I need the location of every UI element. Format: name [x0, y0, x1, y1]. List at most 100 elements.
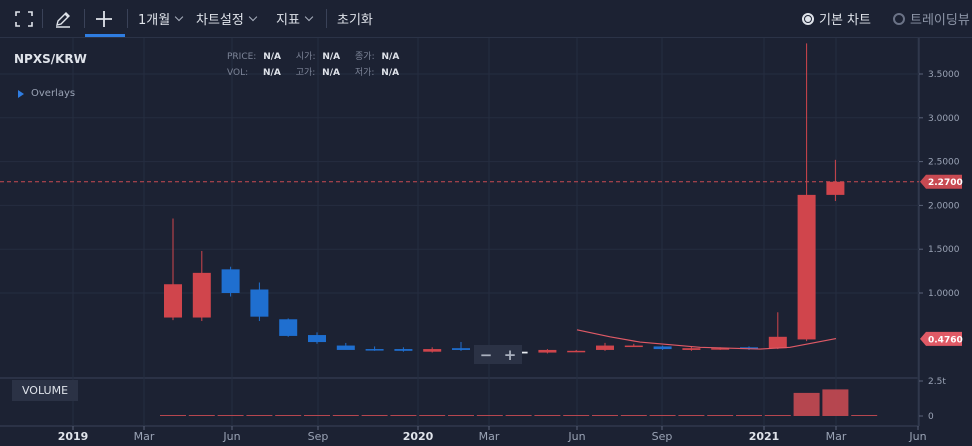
time-tick-label: Mar [134, 430, 155, 443]
candle-body [221, 269, 240, 293]
zoom-in-icon[interactable]: + [503, 345, 517, 364]
price-tick-label: 1.0000 [928, 289, 960, 299]
tradingview-radio[interactable]: 트레이딩뷰 [893, 0, 970, 37]
basic-chart-radio[interactable]: 기본 차트 [802, 0, 871, 37]
volume-bar [707, 415, 734, 416]
candle-body [768, 336, 787, 349]
radio-unselected-icon [893, 12, 905, 25]
crosshair-icon[interactable] [95, 0, 113, 37]
expand-triangle-icon [18, 89, 24, 98]
reset-label: 초기화 [337, 13, 373, 28]
low-value: N/A [381, 68, 400, 78]
candle-body [250, 289, 269, 317]
price-key: PRICE: [227, 52, 257, 62]
volume-bars [160, 389, 878, 416]
candle-body [567, 350, 586, 353]
low-key: 저가: [354, 68, 375, 78]
volume-bar [246, 415, 273, 416]
vol-key: VOL: [227, 68, 249, 78]
time-tick-label: 2019 [58, 430, 89, 443]
high-value: N/A [322, 68, 340, 78]
candle-body [452, 348, 470, 350]
zoom-out-icon[interactable]: − [479, 345, 493, 364]
candle-body [797, 194, 816, 340]
volume-bar [851, 415, 878, 416]
price-tick-label: 3.5000 [928, 70, 960, 80]
reset-button[interactable]: 초기화 [337, 0, 373, 37]
chart-settings-label: 차트설정 [196, 13, 244, 28]
volume-bar [822, 389, 849, 416]
fullscreen-icon[interactable] [15, 0, 33, 37]
radio-selected-icon [802, 12, 814, 25]
volume-bar [736, 415, 762, 416]
open-value: N/A [322, 52, 341, 62]
candle-body [538, 349, 557, 353]
tradingview-label: 트레이딩뷰 [910, 13, 970, 28]
chevron-down-icon [248, 12, 258, 21]
volume-bar [563, 415, 590, 416]
candle-body [336, 345, 355, 350]
volume-bar [620, 415, 647, 416]
volume-bar [419, 415, 446, 416]
candle-body [279, 319, 298, 336]
time-tick-label: Sep [652, 430, 673, 443]
pencil-icon[interactable] [54, 0, 72, 37]
volume-bar [188, 415, 215, 416]
volume-bar [160, 415, 186, 416]
high-key: 고가: [295, 68, 316, 78]
stats-row-2: VOL: N/A 고가: N/A 저가: N/A [227, 66, 399, 81]
moving-average [576, 329, 837, 350]
price-tick-label: 2.0000 [928, 201, 960, 211]
candle-body [423, 349, 442, 352]
time-tick-label: Jun [567, 430, 585, 443]
volume-bar [361, 415, 388, 416]
candle-body [682, 348, 701, 350]
chart-settings-dropdown[interactable]: 차트설정 [196, 0, 258, 37]
candle-body [164, 284, 182, 318]
candle-body [308, 335, 326, 343]
timeframe-label: 1개월 [138, 13, 171, 28]
volume-bar [217, 415, 244, 416]
current-price-tag-text: 2.2700 [928, 178, 963, 188]
timeframe-dropdown[interactable]: 1개월 [138, 0, 184, 37]
chart-grid [0, 38, 920, 427]
time-tick-label: Sep [308, 430, 329, 443]
volume-bar [534, 415, 561, 416]
overlays-label: Overlays [31, 88, 76, 99]
volume-label: VOLUME [12, 380, 78, 401]
time-tick-label: Jun [222, 430, 240, 443]
vol-value: N/A [263, 68, 281, 78]
volume-bar [793, 392, 820, 416]
candle-body [826, 181, 845, 195]
volume-bar [505, 415, 532, 416]
indicators-dropdown[interactable]: 지표 [276, 0, 314, 37]
candles [164, 43, 845, 355]
current-price-tag [920, 174, 962, 189]
volume-bar [390, 415, 417, 416]
candle-body [394, 349, 413, 351]
candle-body [192, 272, 211, 318]
zoom-controls: − + [474, 345, 522, 364]
overlays-toggle[interactable]: Overlays [18, 88, 75, 99]
chart-axes: 3.5000 3.0000 2.5000 2.0000 1.5000 1.0000 2.5t… [0, 70, 963, 443]
volume-bar [678, 415, 705, 416]
candle-body [624, 345, 643, 348]
time-tick-label: Jun [908, 430, 926, 443]
volume-bar [332, 415, 359, 416]
price-chart[interactable]: 3.5000 3.0000 2.5000 2.0000 1.5000 1.0000 2.5t… [0, 38, 972, 446]
stats-row-1: PRICE: N/A 시가: N/A 종가: N/A [227, 50, 399, 65]
chevron-down-icon [304, 12, 314, 21]
ma-price-tag-text: 0.4760 [928, 335, 963, 345]
chevron-down-icon [174, 12, 184, 21]
candle-body [365, 349, 384, 351]
open-key: 시가: [295, 52, 316, 62]
price-panel [0, 38, 919, 378]
volume-bar [592, 415, 618, 416]
indicators-label: 지표 [276, 13, 300, 28]
price-tick-label: 3.0000 [928, 114, 960, 124]
price-tick-label: 2.5000 [928, 158, 960, 168]
price-tick-label: 1.5000 [928, 245, 960, 255]
volume-bar [275, 415, 302, 416]
time-tick-label: 2021 [749, 430, 780, 443]
price-value: N/A [263, 52, 282, 62]
